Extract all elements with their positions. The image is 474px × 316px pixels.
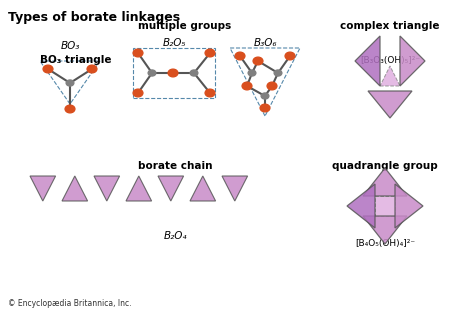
Polygon shape <box>62 176 88 201</box>
Text: B₂O₄: B₂O₄ <box>163 231 187 241</box>
Text: © Encyclopædia Britannica, Inc.: © Encyclopædia Britannica, Inc. <box>8 299 131 308</box>
Text: complex triangle: complex triangle <box>340 21 440 31</box>
Ellipse shape <box>242 82 252 90</box>
Polygon shape <box>158 176 183 201</box>
Polygon shape <box>94 176 119 201</box>
Ellipse shape <box>66 80 74 86</box>
Ellipse shape <box>267 82 277 90</box>
Ellipse shape <box>168 69 178 77</box>
Text: quadrangle group: quadrangle group <box>332 161 438 171</box>
Polygon shape <box>380 66 400 86</box>
Text: [B₃O₃(OH)₅]²⁻: [B₃O₃(OH)₅]²⁻ <box>360 56 420 65</box>
Polygon shape <box>400 36 425 86</box>
Ellipse shape <box>260 104 270 112</box>
Ellipse shape <box>253 57 263 65</box>
Text: borate chain: borate chain <box>138 161 212 171</box>
Ellipse shape <box>261 93 269 99</box>
Polygon shape <box>30 176 55 201</box>
Ellipse shape <box>148 70 156 76</box>
Text: BO₃ triangle: BO₃ triangle <box>40 55 111 65</box>
Polygon shape <box>222 176 247 201</box>
Text: multiple groups: multiple groups <box>138 21 232 31</box>
Polygon shape <box>395 184 423 228</box>
Ellipse shape <box>133 49 143 57</box>
Ellipse shape <box>87 65 97 73</box>
Ellipse shape <box>43 65 53 73</box>
Ellipse shape <box>190 70 198 76</box>
Polygon shape <box>363 168 407 196</box>
Ellipse shape <box>235 52 245 60</box>
Text: BO₃: BO₃ <box>60 41 80 51</box>
Polygon shape <box>355 36 380 86</box>
Ellipse shape <box>205 49 215 57</box>
Text: B₃O₆: B₃O₆ <box>253 38 277 48</box>
Ellipse shape <box>65 105 75 113</box>
Polygon shape <box>368 91 412 118</box>
Polygon shape <box>347 184 375 228</box>
Ellipse shape <box>205 89 215 97</box>
Text: Types of borate linkages: Types of borate linkages <box>8 11 180 24</box>
Polygon shape <box>375 196 395 216</box>
Polygon shape <box>363 216 407 244</box>
Polygon shape <box>126 176 152 201</box>
Text: B₂O₅: B₂O₅ <box>162 38 186 48</box>
Polygon shape <box>190 176 216 201</box>
Ellipse shape <box>248 70 256 76</box>
Ellipse shape <box>133 89 143 97</box>
Text: [B₄O₅(OH)₄]²⁻: [B₄O₅(OH)₄]²⁻ <box>355 239 415 248</box>
Ellipse shape <box>285 52 295 60</box>
Ellipse shape <box>274 70 282 76</box>
